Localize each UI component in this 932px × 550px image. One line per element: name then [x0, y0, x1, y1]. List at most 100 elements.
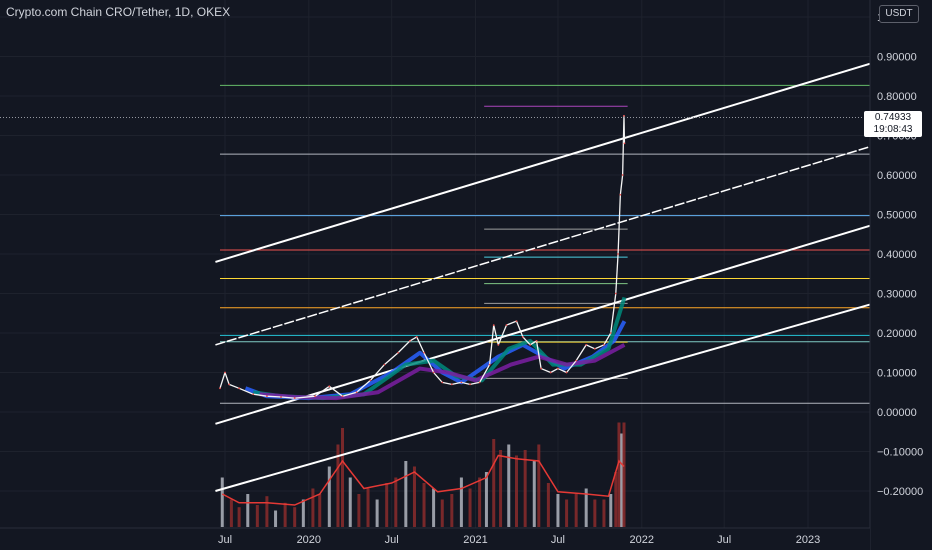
volume-bar	[537, 444, 541, 527]
price-point	[450, 383, 453, 386]
volume-bar	[265, 496, 269, 527]
volume-bar	[385, 483, 389, 527]
volume-bar	[220, 477, 224, 527]
price-point	[293, 397, 296, 400]
price-point	[617, 253, 619, 255]
price-point	[557, 367, 559, 370]
x-tick-label: 2022	[630, 534, 654, 546]
y-axis-background	[870, 0, 932, 550]
price-point	[621, 174, 624, 176]
currency-button[interactable]: USDT	[879, 5, 919, 23]
volume-bar	[556, 494, 560, 527]
price-point	[423, 351, 425, 354]
price-point	[341, 395, 344, 398]
volume-bar	[357, 494, 361, 527]
volume-bar	[301, 499, 305, 527]
volume-bars	[220, 422, 626, 527]
price-point	[383, 363, 386, 366]
price-point	[460, 381, 463, 384]
volume-bar	[574, 494, 578, 527]
price-point	[228, 383, 230, 386]
x-axis-background	[0, 528, 870, 550]
price-point	[623, 114, 625, 117]
price-point	[219, 387, 221, 390]
volume-bar	[283, 502, 287, 527]
volume-bar	[546, 483, 550, 527]
grid-lines	[0, 0, 870, 528]
price-point	[314, 395, 317, 398]
x-tick-label: Jul	[551, 534, 565, 546]
volume-bar	[327, 466, 331, 527]
price-point	[266, 395, 268, 398]
price-point	[478, 381, 481, 384]
volume-bar	[255, 505, 259, 527]
volume-bar	[366, 488, 370, 527]
price-point	[280, 396, 282, 398]
price-series	[219, 114, 626, 400]
price-point	[355, 391, 358, 394]
channel-lines	[215, 59, 882, 492]
y-tick-label: 0.60000	[877, 170, 917, 182]
price-point	[549, 371, 552, 374]
channel-line-3[interactable]	[215, 300, 882, 492]
volume-bar	[622, 422, 626, 527]
y-tick-label: 0.10000	[877, 368, 917, 380]
x-tick-label: Jul	[717, 534, 731, 546]
price-point	[603, 343, 605, 346]
volume-bar	[318, 494, 322, 527]
price-point	[441, 381, 444, 384]
x-tick-label: Jul	[385, 534, 399, 546]
volume-bar	[394, 477, 398, 527]
x-tick-label: 2021	[463, 534, 487, 546]
volume-bar	[492, 439, 496, 527]
x-axis-panel: Jul 2020 Jul 2021 Jul 2022 Jul 2023	[0, 527, 870, 550]
volume-bar	[484, 472, 488, 527]
chart-title: Crypto.com Chain CRO/Tether, 1D, OKEX	[6, 5, 231, 19]
channel-line-2[interactable]	[215, 221, 882, 425]
price-point	[224, 371, 226, 374]
price-point	[328, 385, 331, 388]
price-point	[238, 387, 241, 390]
price-point	[505, 324, 508, 326]
volume-bar	[440, 499, 444, 527]
price-point	[609, 332, 612, 334]
price-point	[252, 393, 255, 396]
price-point	[619, 193, 622, 196]
price-point	[593, 347, 596, 350]
price-point	[575, 359, 578, 362]
channel-line-1[interactable]	[215, 142, 882, 346]
volume-bar	[274, 510, 278, 527]
price-point	[540, 367, 542, 370]
volume-bar	[341, 428, 345, 527]
y-tick-label: 0.20000	[877, 328, 917, 340]
volume-bar	[617, 422, 621, 527]
bar-countdown: 19:08:43	[873, 124, 913, 135]
volume-bar	[593, 499, 597, 527]
volume-bar	[412, 466, 416, 527]
price-point	[623, 142, 626, 145]
volume-bar	[336, 444, 340, 527]
x-tick-label: 2020	[297, 534, 321, 546]
volume-bar	[478, 477, 482, 527]
last-price-tag: 0.74933 19:08:43	[864, 111, 922, 137]
volume-bar	[311, 488, 315, 527]
volume-bar	[468, 488, 472, 527]
volume-bar	[499, 450, 503, 527]
channel-line-0[interactable]	[215, 59, 882, 263]
x-tick-label: 2023	[796, 534, 820, 546]
price-point	[492, 324, 495, 326]
y-tick-label: −0.20000	[877, 486, 923, 498]
volume-bar	[229, 499, 233, 527]
volume-bar	[422, 483, 426, 527]
volume-bar	[404, 461, 408, 527]
y-tick-label: −0.10000	[877, 447, 923, 459]
price-point	[497, 343, 500, 346]
price-point	[585, 343, 588, 346]
horizontal-levels	[219, 84, 870, 404]
price-point	[397, 351, 399, 354]
price-point	[432, 371, 435, 374]
y-tick-label: 0.90000	[877, 52, 917, 64]
volume-bar	[432, 488, 436, 527]
price-point	[369, 379, 372, 382]
